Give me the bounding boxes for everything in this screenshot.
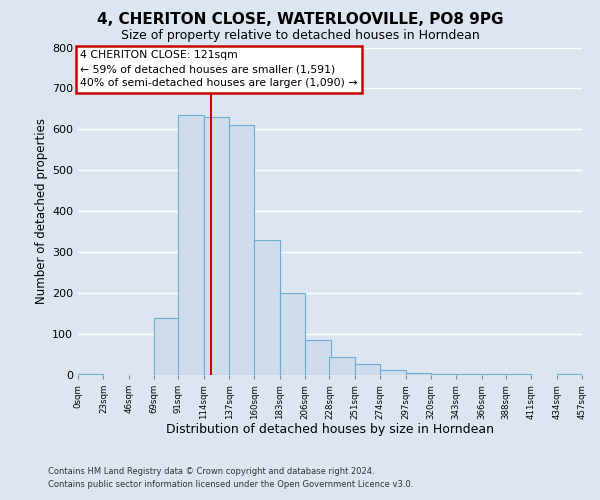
Bar	[456, 374, 482, 375]
Bar	[557, 374, 582, 375]
Bar	[78, 374, 103, 375]
Bar	[154, 318, 179, 375]
Bar	[204, 117, 229, 375]
Text: 4, CHERITON CLOSE, WATERLOOVILLE, PO8 9PG: 4, CHERITON CLOSE, WATERLOOVILLE, PO8 9P…	[97, 12, 503, 28]
Bar	[482, 374, 507, 375]
Bar	[254, 240, 280, 375]
X-axis label: Distribution of detached houses by size in Horndean: Distribution of detached houses by size …	[166, 423, 494, 436]
Bar	[229, 126, 254, 375]
Text: 4 CHERITON CLOSE: 121sqm
← 59% of detached houses are smaller (1,591)
40% of sem: 4 CHERITON CLOSE: 121sqm ← 59% of detach…	[80, 50, 358, 88]
Bar	[305, 340, 331, 375]
Bar	[431, 374, 456, 375]
Bar	[355, 364, 380, 375]
Text: Size of property relative to detached houses in Horndean: Size of property relative to detached ho…	[121, 29, 479, 42]
Bar	[506, 374, 531, 375]
Text: Contains HM Land Registry data © Crown copyright and database right 2024.
Contai: Contains HM Land Registry data © Crown c…	[48, 468, 413, 489]
Bar	[280, 293, 305, 375]
Y-axis label: Number of detached properties: Number of detached properties	[35, 118, 48, 304]
Bar	[406, 373, 431, 375]
Bar	[329, 356, 355, 375]
Bar	[178, 115, 204, 375]
Bar	[380, 370, 406, 375]
